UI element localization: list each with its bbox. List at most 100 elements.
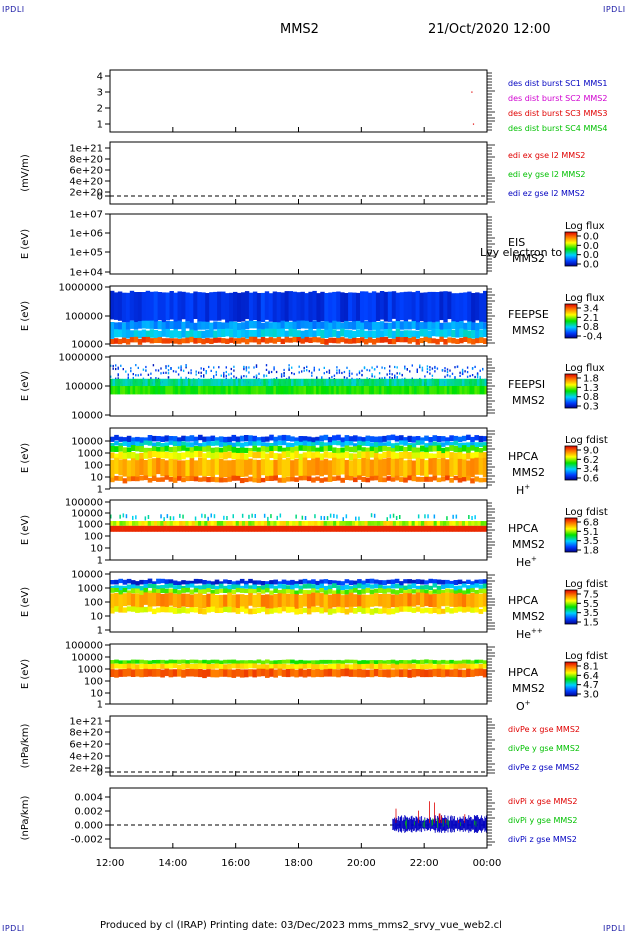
heatmap-cell — [336, 440, 341, 446]
heatmap-cell — [252, 441, 257, 446]
heatmap-cell — [415, 663, 421, 669]
heatmap-cell — [154, 521, 158, 526]
heatmap-cell — [424, 435, 429, 441]
heatmap-cell — [429, 386, 433, 395]
heatmap-cell — [256, 668, 262, 677]
heatmap-cell — [361, 477, 366, 482]
heatmap-cell — [478, 477, 484, 483]
heatmap-cell — [348, 606, 354, 613]
heatmap-cell — [189, 329, 194, 339]
heatmap-cell — [353, 584, 358, 590]
heatmap-cell — [478, 435, 484, 443]
heatmap-cell — [311, 477, 316, 483]
heatmap-cell — [245, 375, 248, 378]
heatmap-cell — [114, 593, 119, 607]
heatmap-cell — [320, 329, 325, 338]
heatmap-cell — [235, 436, 241, 443]
heatmap-cell — [406, 368, 408, 371]
heatmap-cell — [213, 321, 218, 330]
heatmap-cell — [291, 372, 293, 375]
heatmap-cell — [439, 378, 443, 386]
heatmap-cell — [230, 386, 234, 395]
heatmap-cell — [478, 668, 484, 676]
heatmap-cell — [177, 378, 181, 386]
heatmap-cell — [160, 578, 165, 584]
legend-series-label: divPi z gse MMS2 — [508, 835, 577, 844]
heatmap-cell — [195, 386, 199, 395]
heatmap-cell — [198, 378, 201, 386]
heatmap-cell — [279, 521, 284, 526]
heatmap-cell — [267, 525, 271, 532]
heatmap-cell — [436, 668, 442, 677]
heatmap-cell — [336, 366, 338, 369]
heatmap-cell — [419, 322, 424, 331]
heatmap-cell — [432, 583, 438, 588]
heatmap-cell — [243, 378, 247, 386]
heatmap-cell — [461, 663, 467, 669]
heatmap-cell — [147, 669, 153, 677]
heatmap-cell — [384, 376, 386, 379]
heatmap-cell — [265, 374, 268, 377]
heatmap-cell — [157, 369, 160, 372]
heatmap-cell — [326, 516, 329, 521]
heatmap-cell — [147, 378, 151, 386]
heatmap-cell — [307, 525, 312, 532]
heatmap-cell — [436, 593, 442, 609]
heatmap-cell — [273, 378, 277, 386]
heatmap-cell — [135, 659, 140, 664]
instrument-label: HPCA — [508, 450, 539, 463]
heatmap-cell — [324, 329, 329, 339]
heatmap-cell — [478, 664, 484, 669]
heatmap-cell — [356, 386, 360, 395]
heatmap-cell — [308, 370, 310, 373]
heatmap-cell — [461, 477, 467, 482]
heatmap-cell — [265, 581, 270, 586]
heatmap-cell — [482, 606, 488, 612]
heatmap-cell — [302, 663, 308, 669]
heatmap-cell — [373, 386, 377, 395]
heatmap-cell — [352, 337, 357, 344]
legend-series-label: divPe z gse MMS2 — [508, 763, 579, 772]
heatmap-cell — [156, 668, 161, 677]
heatmap-cell — [152, 364, 155, 367]
heatmap-cell — [214, 579, 220, 585]
heatmap-cell — [378, 436, 383, 443]
heatmap-cell — [470, 452, 475, 459]
heatmap-cell — [449, 583, 454, 589]
heatmap-cell — [126, 435, 132, 443]
heatmap-cell — [110, 459, 115, 479]
heatmap-cell — [118, 590, 123, 595]
heatmap-cell — [229, 521, 233, 526]
heatmap-cell — [188, 521, 192, 526]
heatmap-cell — [440, 589, 446, 595]
heatmap-cell — [346, 366, 348, 369]
heatmap-cell — [449, 608, 454, 614]
heatmap-cell — [319, 441, 324, 447]
heatmap-cell — [429, 378, 433, 386]
heatmap-cell — [356, 338, 361, 344]
heatmap-cell — [228, 386, 231, 395]
heatmap-cell — [239, 459, 245, 477]
heatmap-cell — [195, 373, 197, 376]
heatmap-cell — [432, 458, 438, 477]
heatmap-cell — [340, 668, 345, 677]
heatmap-cell — [311, 592, 316, 607]
heatmap-cell — [270, 514, 272, 519]
heatmap-cell — [336, 453, 341, 460]
heatmap-cell — [339, 521, 343, 526]
heatmap-cell — [172, 585, 178, 590]
heatmap-cell — [324, 321, 329, 330]
heatmap-cell — [157, 321, 162, 330]
heatmap-cell — [459, 371, 461, 374]
y-tick-label: 0 — [97, 192, 103, 203]
heatmap-cell — [453, 607, 459, 613]
y-axis-label: E (eV) — [20, 515, 31, 545]
heatmap-cell — [434, 386, 438, 395]
heatmap-cell — [205, 370, 207, 373]
heatmap-cell — [231, 584, 237, 590]
heatmap-cell — [139, 585, 144, 591]
heatmap-cell — [300, 320, 305, 329]
heatmap-cell — [348, 372, 351, 375]
heatmap-cell — [223, 515, 225, 520]
heatmap-cell — [119, 514, 121, 519]
